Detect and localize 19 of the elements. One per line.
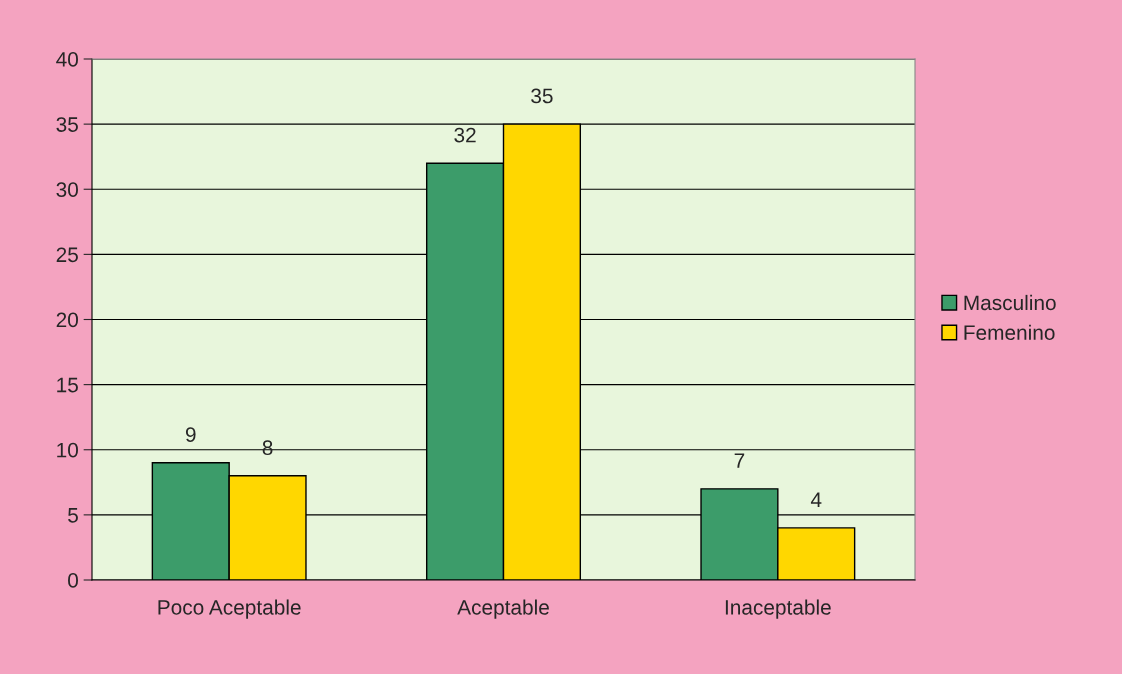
y-tick-label: 10 (57, 442, 78, 458)
x-tick-label: Aceptable (457, 599, 549, 619)
data-label: 35 (531, 88, 553, 104)
legend-label: Masculino (964, 294, 1056, 311)
data-label: 4 (810, 492, 822, 507)
y-tick-label: 25 (56, 247, 78, 263)
y-tick-label: 5 (68, 508, 78, 523)
y-tick-label: 35 (56, 117, 78, 132)
legend-label: Femenino (964, 324, 1055, 341)
data-label: 9 (185, 427, 196, 442)
y-tick-label: 30 (56, 182, 78, 197)
x-tick-label: Poco Aceptable (158, 599, 301, 619)
y-tick-label: 15 (57, 377, 78, 393)
y-tick-label: 40 (56, 52, 78, 67)
data-label: 7 (734, 453, 745, 468)
y-tick-label: 20 (56, 312, 78, 328)
x-tick-label: Inaceptable (725, 599, 831, 619)
data-label: 32 (454, 127, 476, 143)
y-tick-label: 0 (68, 573, 78, 588)
